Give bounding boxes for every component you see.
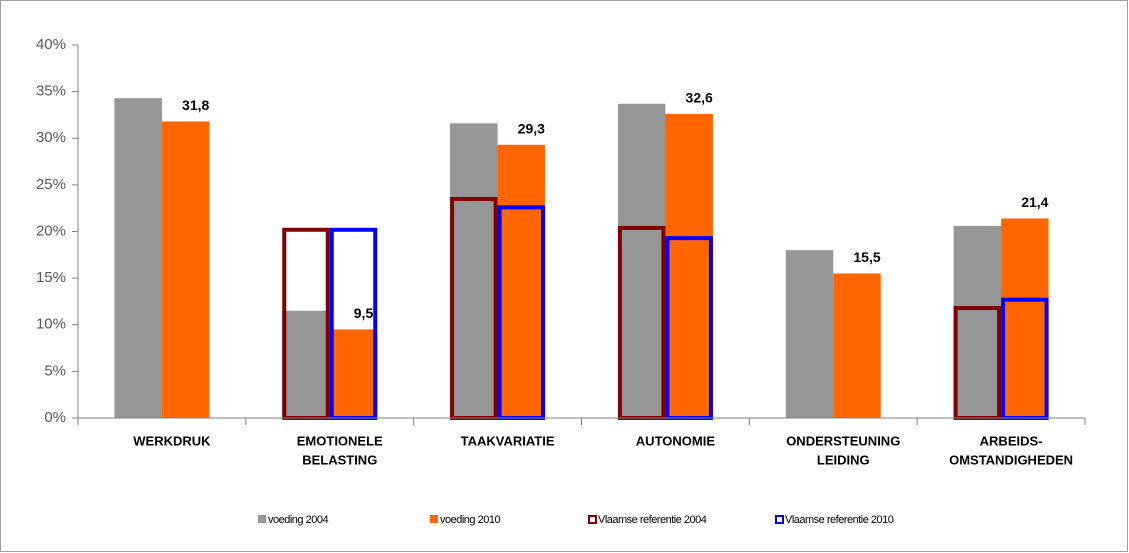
bar [833, 273, 881, 418]
x-tick-label: LEIDING [817, 452, 870, 467]
x-tick-label: TAAKVARIATIE [461, 433, 555, 448]
legend-label: voeding 2004 [268, 514, 328, 526]
x-tick-label: WERKDRUK [133, 433, 211, 448]
bar [497, 144, 546, 418]
x-tick-label: EMOTIONELE [297, 433, 383, 448]
legend-label: Vlaamse referentie 2004 [598, 514, 707, 526]
x-tick-label: OMSTANDIGHEDEN [949, 452, 1073, 467]
bar [161, 121, 210, 418]
y-tick-label: 5% [44, 362, 66, 379]
value-label: 32,6 [686, 90, 713, 106]
bar [953, 225, 1002, 418]
y-tick-label: 35% [36, 83, 66, 100]
y-tick-label: 30% [36, 129, 66, 146]
bar [785, 250, 834, 418]
value-label: 31,8 [182, 97, 209, 113]
y-tick-label: 40% [36, 36, 66, 53]
y-tick-label: 20% [36, 222, 66, 239]
bar [617, 103, 666, 418]
legend-label: Vlaamse referentie 2010 [785, 514, 894, 526]
legend-swatch [258, 515, 266, 523]
legend-label: voeding 2010 [440, 514, 500, 526]
x-tick-label: ARBEIDS- [980, 433, 1043, 448]
value-label: 21,4 [1021, 194, 1048, 210]
x-tick-label: AUTONOMIE [636, 433, 716, 448]
legend-swatch [775, 515, 784, 524]
y-tick-label: 10% [36, 316, 66, 333]
legend-swatch [430, 515, 438, 523]
x-tick-label: BELASTING [302, 452, 377, 467]
legend-swatch [588, 515, 597, 524]
value-label: 29,3 [518, 120, 545, 136]
y-tick-label: 25% [36, 176, 66, 193]
value-label: 15,5 [853, 249, 880, 265]
bar [282, 310, 330, 418]
bar [1001, 218, 1049, 418]
bar [665, 114, 713, 418]
value-label: 9,5 [354, 305, 374, 321]
bar [114, 98, 162, 418]
bar [329, 329, 378, 418]
y-tick-label: 0% [44, 409, 66, 426]
y-tick-label: 15% [36, 269, 66, 286]
x-tick-label: ONDERSTEUNING [786, 433, 900, 448]
bar [450, 123, 498, 418]
